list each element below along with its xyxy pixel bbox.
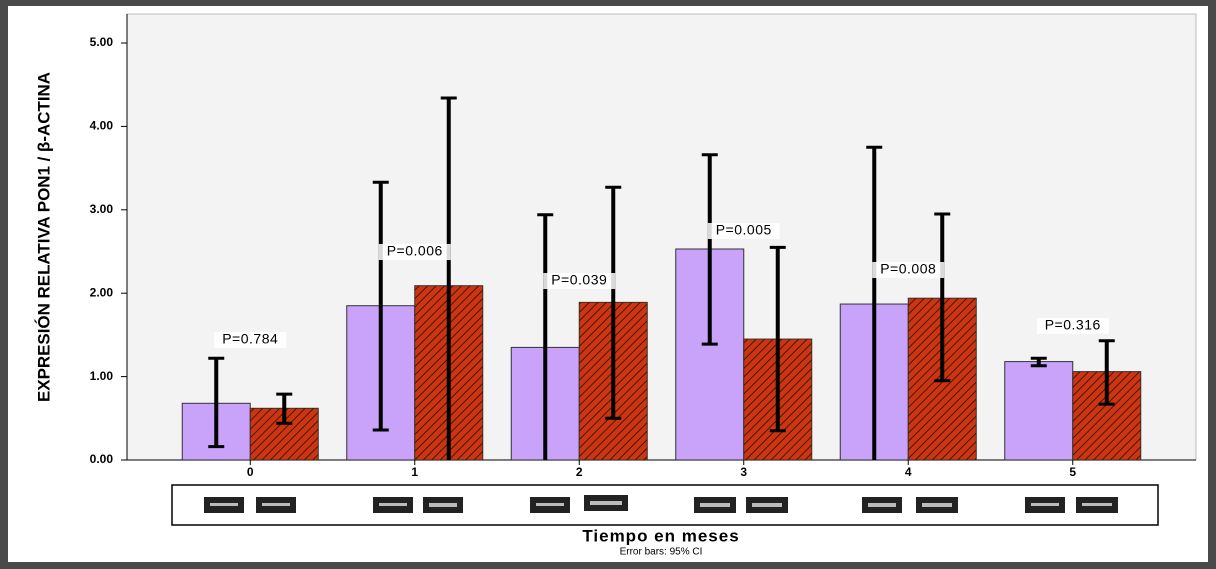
annotation: P=0.039 xyxy=(551,272,607,288)
x-tick-label: 1 xyxy=(411,465,418,479)
annotation: P=0.006 xyxy=(387,243,443,259)
y-axis-title: EXPRESIÓN RELATIVA PON1 / β-ACTINA xyxy=(34,72,53,402)
x-tick-label: 0 xyxy=(247,465,254,479)
bar xyxy=(1005,362,1073,460)
x-tick-label: 5 xyxy=(1069,465,1076,479)
screenshot: EXPRESIÓN RELATIVA PON1 / β-ACTINA Tiemp… xyxy=(0,0,1216,569)
y-tick-label: 0.00 xyxy=(90,452,114,466)
chart: EXPRESIÓN RELATIVA PON1 / β-ACTINA Tiemp… xyxy=(0,0,1216,569)
y-tick-label: 2.00 xyxy=(90,285,114,299)
y-tick-label: 5.00 xyxy=(90,35,114,49)
y-tick-label: 3.00 xyxy=(90,202,114,216)
y-tick-label: 1.00 xyxy=(90,369,114,383)
note: Error bars: 95% CI xyxy=(620,547,703,558)
x-tick-label: 4 xyxy=(905,465,912,479)
annotation: P=0.008 xyxy=(880,261,936,277)
annotation: P=0.784 xyxy=(222,331,278,347)
y-tick-label: 4.00 xyxy=(90,119,114,133)
x-tick-label: 3 xyxy=(740,465,747,479)
annotation: P=0.005 xyxy=(716,222,772,238)
annotation: P=0.316 xyxy=(1045,317,1101,333)
x-tick-label: 2 xyxy=(576,465,583,479)
blot-strip xyxy=(172,485,1158,525)
x-axis-title: Tiempo en meses xyxy=(582,526,739,545)
